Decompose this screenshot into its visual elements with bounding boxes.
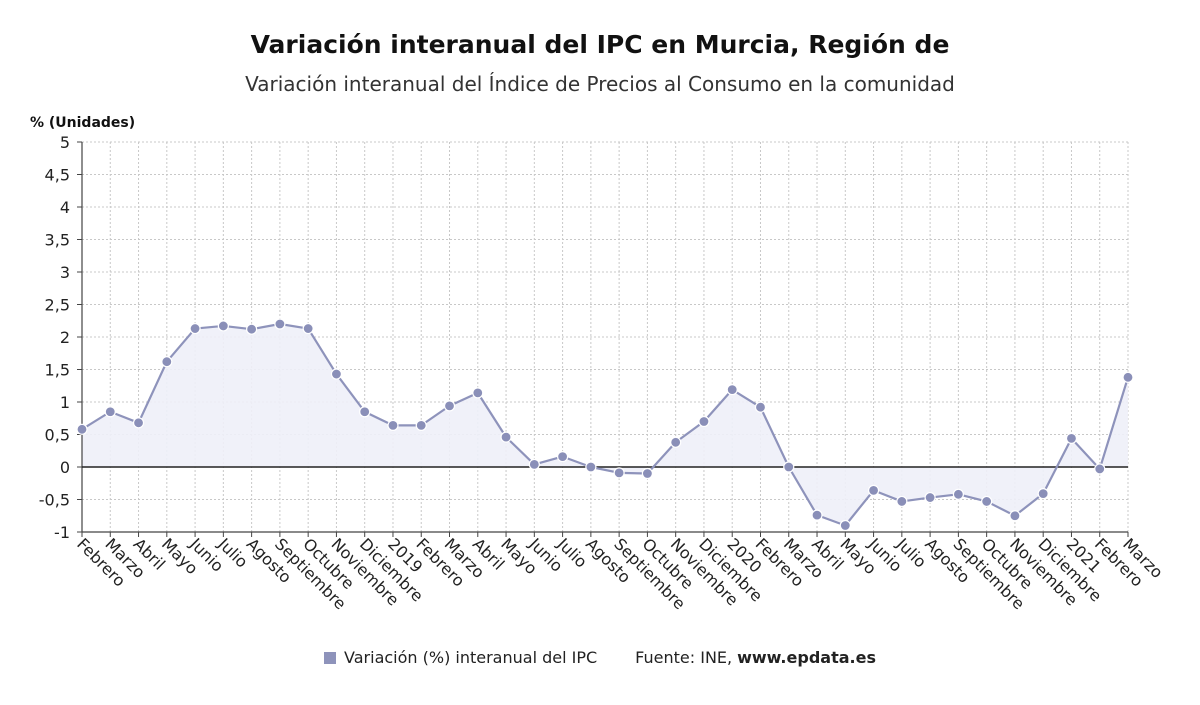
data-point[interactable] [104, 406, 116, 418]
data-point[interactable] [641, 467, 654, 480]
data-point[interactable] [783, 461, 795, 473]
y-tick-label: -1 [54, 523, 70, 542]
y-tick-labels: -1 -0,5 0 0,5 1 1,5 2 2,5 3 3,5 4 4,5 5 [39, 133, 70, 542]
data-point[interactable] [415, 419, 427, 431]
data-point[interactable] [585, 461, 597, 473]
data-point[interactable] [924, 491, 936, 504]
area-fill [82, 324, 1128, 526]
data-point[interactable] [1122, 371, 1134, 383]
data-point[interactable] [528, 458, 540, 470]
data-point[interactable] [500, 431, 512, 443]
data-point[interactable] [613, 467, 625, 479]
data-point[interactable] [670, 436, 682, 448]
data-point[interactable] [839, 519, 851, 532]
y-tick-label: 4,5 [45, 166, 70, 185]
data-point[interactable] [387, 419, 399, 431]
chart-title: Variación interanual del IPC en Murcia, … [250, 30, 950, 59]
y-tick-label: 4 [60, 198, 70, 217]
y-tick-label: 2 [60, 328, 70, 347]
data-point[interactable] [1094, 463, 1106, 475]
data-point[interactable] [472, 387, 484, 399]
axes [77, 141, 1129, 537]
data-point[interactable] [161, 356, 173, 368]
chart-subtitle: Variación interanual del Índice de Preci… [245, 72, 955, 96]
data-point[interactable] [981, 495, 993, 508]
data-point[interactable] [754, 401, 767, 413]
data-point[interactable] [952, 488, 964, 500]
data-point[interactable] [698, 415, 710, 428]
y-tick-label: 3,5 [45, 231, 70, 250]
data-point[interactable] [726, 384, 738, 396]
y-tick-label: 5 [60, 133, 70, 152]
legend-source-site[interactable]: www.epdata.es [737, 648, 876, 667]
y-tick-label: 1 [60, 393, 70, 412]
data-point[interactable] [274, 318, 286, 330]
data-point[interactable] [1037, 488, 1049, 500]
data-points [76, 318, 1134, 532]
legend-series-label: Variación (%) interanual del IPC [344, 648, 598, 667]
data-point[interactable] [1009, 510, 1021, 522]
data-point[interactable] [359, 406, 371, 418]
legend-source-label: Fuente: INE, [635, 648, 733, 667]
y-tick-label: 1,5 [45, 361, 70, 380]
data-point[interactable] [246, 323, 258, 335]
y-tick-label: 2,5 [45, 296, 70, 315]
legend-swatch [324, 651, 337, 664]
data-point[interactable] [189, 322, 201, 335]
data-point[interactable] [811, 509, 823, 521]
y-tick-label: 0,5 [45, 426, 70, 445]
data-point[interactable] [330, 368, 343, 380]
y-tick-label: -0,5 [39, 491, 70, 510]
data-point[interactable] [896, 495, 908, 508]
y-tick-label: 3 [60, 263, 70, 282]
data-point[interactable] [867, 484, 880, 496]
x-tick-labels: FebreroMarzoAbrilMayoJunioJulioAgostoSep… [73, 534, 1167, 614]
data-point[interactable] [556, 451, 569, 463]
data-point[interactable] [302, 322, 314, 335]
data-point[interactable] [1065, 432, 1078, 444]
data-point[interactable] [132, 417, 145, 429]
data-point[interactable] [217, 320, 229, 332]
y-tick-label: 0 [60, 458, 70, 477]
area-shape [82, 324, 1128, 526]
y-axis-label: % (Unidades) [30, 115, 135, 131]
legend: Variación (%) interanual del IPC Fuente:… [0, 648, 1200, 667]
data-point[interactable] [76, 423, 88, 435]
data-point[interactable] [443, 400, 456, 412]
